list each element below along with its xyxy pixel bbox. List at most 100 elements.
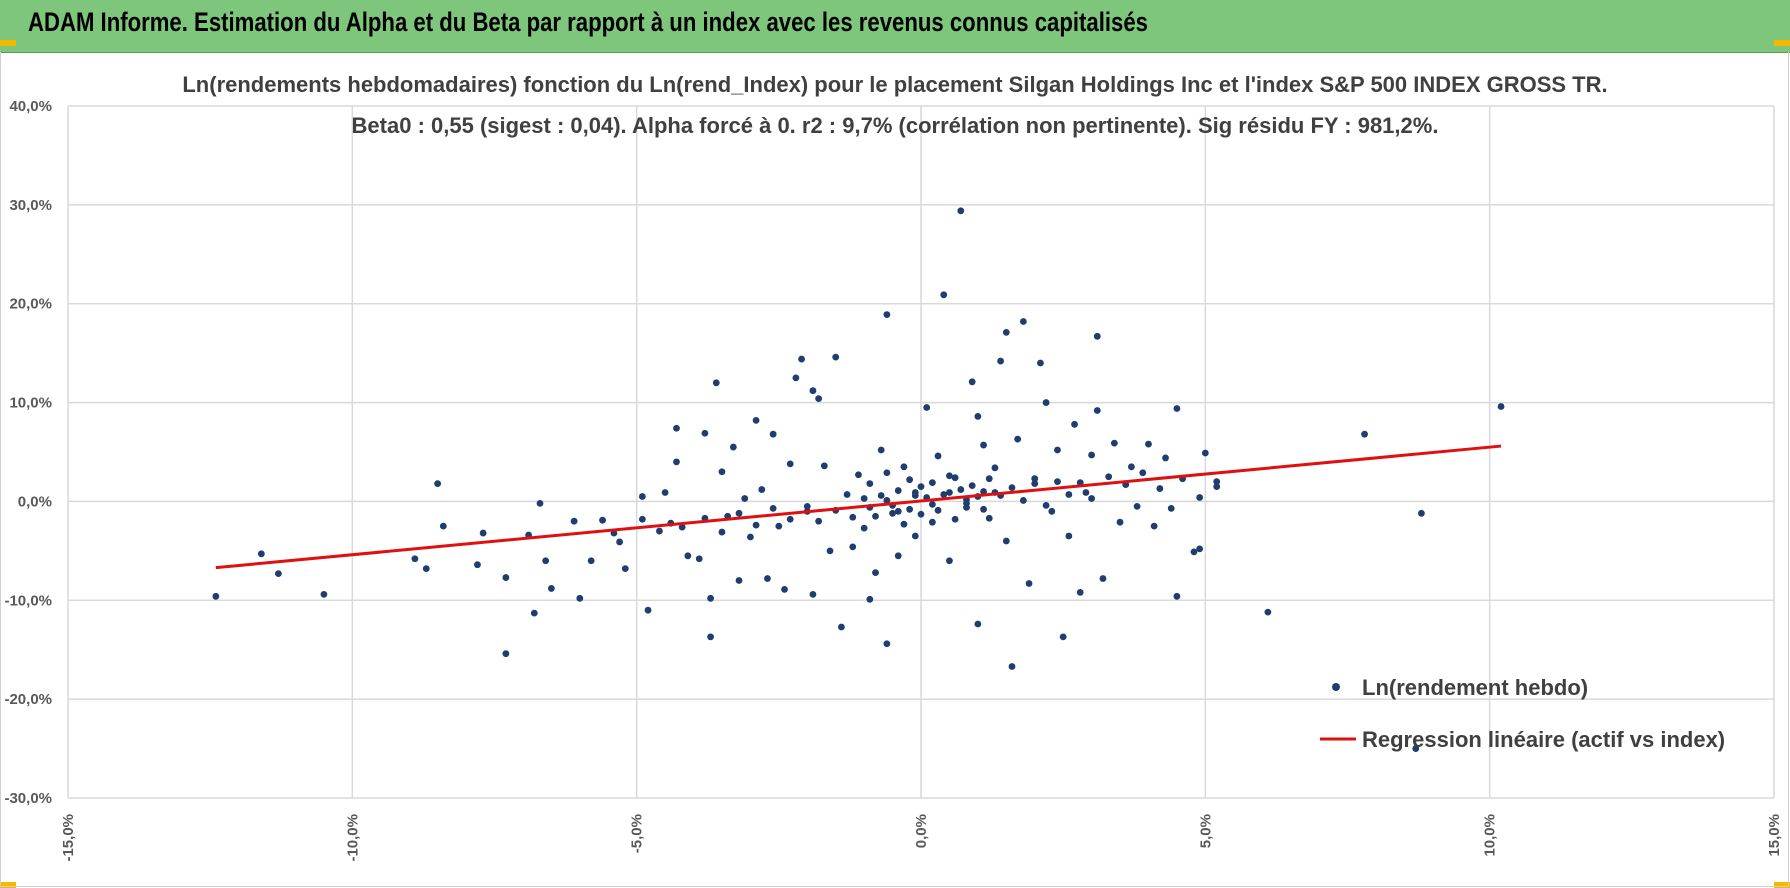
x-tick-label: -10,0% [344,814,361,862]
data-point [752,521,760,529]
data-point [701,429,709,437]
data-point [718,468,726,476]
data-point [1213,478,1221,486]
grid-lines [67,105,1775,799]
data-point [479,529,487,537]
data-point [752,416,760,424]
data-point [1031,480,1039,488]
chart-title-line1: Ln(rendements hebdomadaires) fonction du… [182,72,1607,97]
data-point [474,561,481,569]
data-point [1048,507,1056,515]
data-point [1019,318,1027,325]
data-point [991,464,999,472]
x-tick-label: -15,0% [60,814,77,862]
regression-line-group [215,444,1502,570]
data-point [946,557,953,565]
data-point [1059,633,1067,641]
data-point [769,430,777,438]
data-point [934,506,942,514]
data-point [1139,469,1147,477]
data-point [1110,439,1118,447]
data-point [946,472,953,480]
data-point [536,500,544,507]
data-point [877,446,885,454]
data-point [928,518,936,526]
data-point [707,633,714,641]
data-point [735,577,743,584]
data-point [917,483,925,490]
data-point [968,378,976,386]
data-point [792,374,800,382]
data-point [843,491,851,498]
data-point [656,527,663,535]
data-point [1162,454,1169,462]
corner-marker [1774,40,1790,46]
data-point [980,505,987,513]
data-point [985,475,993,483]
data-point [809,590,817,598]
legend: Ln(rendement hebdo) Regression linéaire … [1320,675,1725,752]
data-point [1082,489,1090,496]
data-point [894,507,902,515]
x-tick-label: 0,0% [913,814,930,848]
y-tick-label: 10,0% [9,395,52,412]
data-point [1201,449,1209,457]
data-point [820,462,828,470]
data-point [644,606,652,614]
data-point [1008,484,1016,491]
data-point [587,557,595,565]
data-point [1088,451,1095,459]
data-point [974,413,982,420]
data-point [775,522,783,530]
x-tick-label: 15,0% [1766,814,1783,857]
data-point [673,458,680,466]
data-point [911,532,919,540]
data-point [1019,497,1027,504]
data-point [860,524,868,532]
data-point [980,488,987,495]
data-point [275,570,282,577]
data-point [872,569,879,577]
data-point [621,565,629,573]
data-point [786,515,794,523]
data-point [747,533,754,541]
data-point [906,476,914,484]
data-point [741,495,749,502]
data-point [712,379,720,387]
data-point [1008,663,1016,670]
y-tick-label: 20,0% [9,296,52,313]
data-point [1076,588,1084,596]
legend-marker-points [1332,683,1340,691]
data-point [411,555,419,563]
data-point [769,504,777,512]
data-point [985,514,993,522]
data-point [1025,580,1033,587]
data-point [798,355,805,363]
data-point [758,486,766,493]
data-point [1031,475,1039,483]
data-point [678,523,686,531]
data-point [661,489,669,496]
legend-label-line: Regression linéaire (actif vs index) [1362,727,1725,752]
data-point [1054,446,1061,454]
corner-marker [1774,882,1790,888]
data-point [855,471,862,479]
data-point [1156,485,1164,492]
data-point [911,492,919,499]
data-point [1150,522,1158,530]
data-point [439,522,447,530]
data-point [502,650,510,658]
data-point [1002,328,1010,336]
y-tick-label: 40,0% [9,98,52,115]
data-point [889,509,896,517]
data-point [900,520,908,528]
data-point [1042,399,1050,406]
data-point [968,482,976,490]
data-point [1173,592,1181,600]
data-point [928,479,936,487]
data-point [894,487,902,494]
data-point [786,460,794,468]
data-point [718,528,726,536]
data-point [638,515,646,523]
